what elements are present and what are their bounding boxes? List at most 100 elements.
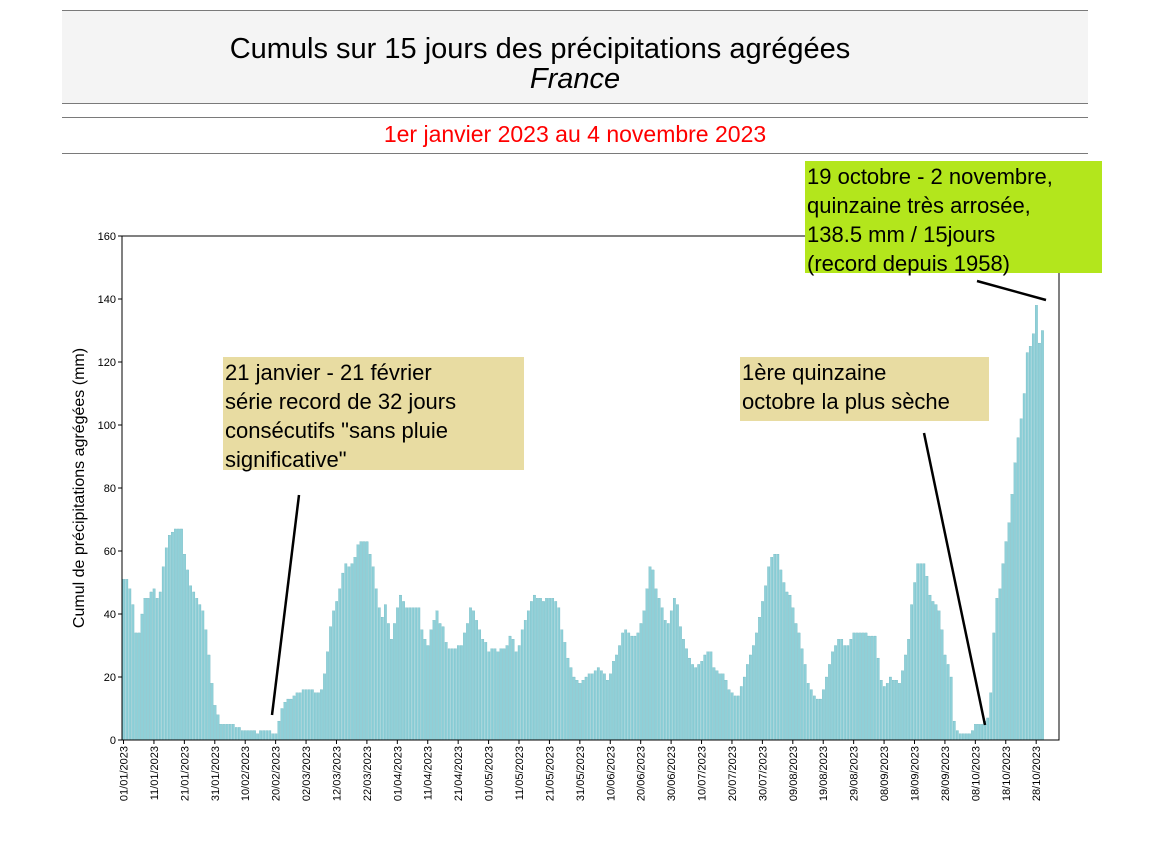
x-tick-label: 20/02/2023 (271, 746, 283, 801)
bar (943, 654, 947, 741)
annotation-janvier: 21 janvier - 21 février série record de 3… (223, 357, 524, 472)
bar (995, 598, 999, 741)
bar (654, 588, 658, 741)
bar (904, 654, 907, 741)
bar (505, 645, 509, 741)
bar (213, 705, 217, 741)
bar (310, 689, 314, 741)
bar (274, 733, 278, 741)
bar (450, 648, 454, 741)
y-tick-label: 80 (104, 483, 116, 495)
y-axis-label: Cumul de précipitations agrégées (mm) (71, 348, 88, 628)
bar (587, 673, 591, 741)
bar (493, 648, 497, 741)
bar (949, 676, 953, 741)
bar (1010, 494, 1014, 741)
bar (788, 594, 792, 741)
annotation-octobre: 1ère quinzaine octobre la plus sèche (740, 357, 989, 421)
chart-subtitle: 1er janvier 2023 au 4 novembre 2023 (383, 121, 767, 147)
bar (694, 667, 698, 741)
bar (432, 620, 436, 741)
bar (204, 629, 208, 741)
bar (271, 733, 275, 741)
bar (241, 730, 244, 741)
bar (919, 563, 923, 741)
x-tick-label: 12/03/2023 (331, 746, 343, 801)
bar (712, 667, 716, 741)
bar (858, 632, 862, 741)
bar (764, 585, 767, 741)
bar (852, 632, 856, 741)
bar (447, 648, 451, 741)
bar (280, 708, 284, 741)
x-tick-label: 01/01/2023 (119, 746, 131, 801)
bar (724, 680, 728, 741)
bar (298, 692, 302, 741)
bar (435, 610, 439, 741)
bar (679, 626, 682, 741)
bar (250, 730, 253, 741)
x-tick-label: 10/02/2023 (240, 746, 252, 801)
bar (566, 657, 570, 741)
bar (776, 554, 780, 741)
bar (916, 563, 920, 741)
bar (876, 657, 880, 741)
bar (669, 610, 673, 741)
bar (387, 623, 390, 741)
bar (545, 598, 548, 741)
bar (542, 601, 545, 741)
bar (882, 686, 886, 741)
bar (365, 541, 369, 741)
bar (615, 654, 618, 741)
bar (913, 582, 917, 741)
bar (463, 632, 466, 741)
bar (986, 717, 990, 741)
bar (867, 635, 871, 741)
bar (234, 727, 238, 741)
bar (721, 673, 725, 741)
bar (825, 676, 828, 741)
bar (612, 661, 615, 741)
bar (286, 698, 290, 741)
bar (317, 692, 320, 741)
bar (171, 531, 174, 741)
bar (453, 648, 457, 741)
pointer-line-novembre (976, 279, 1047, 302)
x-tick-label: 30/07/2023 (757, 746, 769, 801)
bar (353, 557, 357, 741)
bar (657, 598, 661, 741)
bar (676, 604, 679, 741)
bar (958, 733, 962, 741)
bar (742, 676, 746, 741)
bar (636, 632, 640, 741)
bar (849, 639, 853, 741)
bar (219, 724, 223, 741)
bar (180, 528, 183, 741)
bar (581, 680, 585, 741)
bar (639, 623, 643, 741)
bar (673, 598, 676, 741)
x-tick-label: 20/07/2023 (727, 746, 739, 801)
y-tick-label: 0 (110, 735, 116, 747)
bar (718, 673, 722, 741)
bar (402, 601, 405, 741)
bar (822, 689, 825, 741)
bar (931, 601, 935, 741)
bar (554, 601, 558, 741)
bar (216, 714, 220, 741)
y-tick-label: 60 (104, 546, 116, 558)
bar (557, 607, 561, 741)
bar (892, 680, 895, 741)
bar (800, 648, 804, 741)
annotation-line: série record de 32 jours (225, 389, 457, 414)
bar (195, 598, 199, 741)
y-tick-label: 20 (104, 672, 116, 684)
bar (344, 563, 348, 741)
bar (819, 698, 822, 741)
bar (140, 613, 144, 741)
bar (642, 610, 646, 741)
bar (341, 572, 345, 741)
x-tick-label: 31/05/2023 (575, 746, 587, 801)
y-tick-label: 40 (104, 609, 116, 621)
bar (304, 689, 308, 741)
